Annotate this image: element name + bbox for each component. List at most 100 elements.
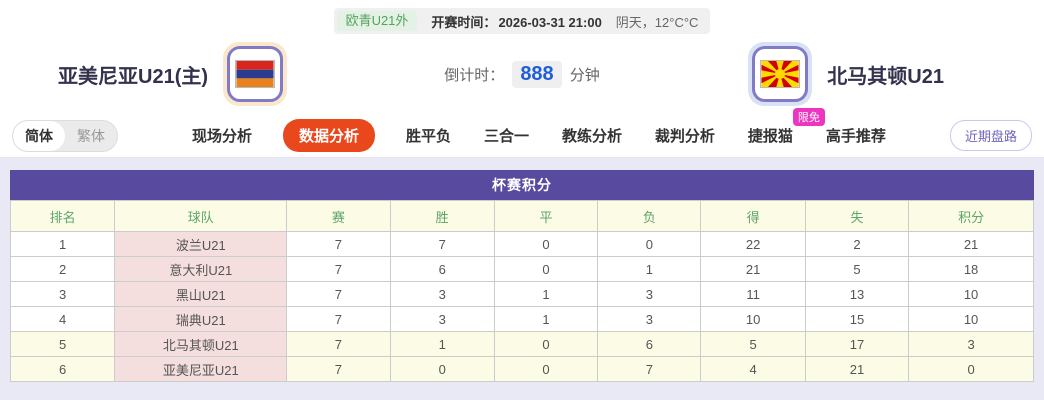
tab-expert-picks[interactable]: 高手推荐 <box>825 128 886 145</box>
standings-table: 排名 球队 赛 胜 平 负 得 失 积分 1 波兰U21 7 7 0 <box>9 200 1034 382</box>
language-toggle: 简体 繁体 <box>12 119 118 152</box>
played-cell: 7 <box>286 231 391 257</box>
goals-for-cell: 11 <box>700 281 806 307</box>
loss-cell: 0 <box>597 231 702 257</box>
tab-jiebaomao[interactable]: 捷报猫 限免 <box>746 108 825 152</box>
draw-cell: 1 <box>493 281 599 307</box>
col-rank: 排名 <box>9 200 116 232</box>
col-goals-for: 得 <box>700 200 806 232</box>
armenia-flag-icon <box>227 46 284 102</box>
rank-cell: 6 <box>9 356 116 382</box>
points-cell: 21 <box>908 231 1034 257</box>
draw-cell: 0 <box>493 356 599 382</box>
tab-coach-analysis[interactable]: 教练分析 <box>561 128 622 145</box>
goals-for-cell: 21 <box>700 256 806 282</box>
win-cell: 1 <box>389 331 495 357</box>
rank-cell: 3 <box>9 281 116 307</box>
table-row: 4 瑞典U21 7 3 1 3 10 15 10 <box>9 306 1034 332</box>
tab-win-draw-loss[interactable]: 胜平负 <box>405 128 451 145</box>
countdown-value: 888 <box>512 60 562 88</box>
loss-cell: 3 <box>597 306 702 332</box>
tab-referee-analysis[interactable]: 裁判分析 <box>654 128 715 145</box>
home-team: 亚美尼亚U21(主) <box>0 42 444 106</box>
draw-cell: 0 <box>493 231 599 257</box>
goals-against-cell: 2 <box>804 231 910 257</box>
free-badge: 限免 <box>792 108 825 126</box>
kickoff-time: 开赛时间： 2026-03-31 21:00 <box>431 12 601 31</box>
goals-for-cell: 22 <box>700 231 806 257</box>
loss-cell: 1 <box>597 256 702 282</box>
table-row: 3 黑山U21 7 3 1 3 11 13 10 <box>9 281 1034 307</box>
col-loss: 负 <box>597 200 702 232</box>
played-cell: 7 <box>286 306 391 332</box>
played-cell: 7 <box>286 256 391 282</box>
tab-three-in-one[interactable]: 三合一 <box>483 128 529 145</box>
loss-cell: 3 <box>597 281 702 307</box>
col-goals-against: 失 <box>804 200 910 232</box>
team-cell: 黑山U21 <box>114 281 288 307</box>
away-flag-ring <box>748 42 813 106</box>
draw-cell: 0 <box>493 256 599 282</box>
goals-for-cell: 4 <box>700 356 806 382</box>
rank-cell: 4 <box>9 306 116 332</box>
goals-against-cell: 21 <box>804 356 910 382</box>
goals-against-cell: 5 <box>804 256 910 282</box>
col-team: 球队 <box>114 200 288 232</box>
tab-bar: 简体 繁体 现场分析 数据分析 胜平负 三合一 教练分析 裁判分析 捷报猫 限免 … <box>0 108 1044 158</box>
recent-trend-button[interactable]: 近期盘路 <box>949 120 1032 151</box>
loss-cell: 7 <box>597 356 702 382</box>
standings-title: 杯赛积分 <box>10 170 1034 200</box>
match-info-strip: 欧青U21外 开赛时间： 2026-03-31 21:00 阴天，12°C°C <box>333 8 711 34</box>
goals-against-cell: 17 <box>804 331 910 357</box>
tab-jiebaomao-label: 捷报猫 <box>747 128 793 145</box>
home-flag-ring <box>223 42 288 106</box>
goals-against-cell: 15 <box>804 306 910 332</box>
match-info-strip-wrap: 欧青U21外 开赛时间： 2026-03-31 21:00 阴天，12°C°C <box>0 0 1044 34</box>
goals-for-cell: 5 <box>700 331 806 357</box>
standings-section: 杯赛积分 排名 球队 赛 胜 平 负 得 失 积分 <box>0 158 1044 400</box>
points-cell: 3 <box>908 331 1034 357</box>
rank-cell: 5 <box>9 331 116 357</box>
team-cell: 意大利U21 <box>114 256 288 282</box>
team-cell: 亚美尼亚U21 <box>114 356 288 382</box>
team-cell: 北马其顿U21 <box>114 331 288 357</box>
away-team-name: 北马其顿U21 <box>827 65 944 88</box>
countdown-label: 倒计时： <box>444 66 505 84</box>
table-row-highlighted: 5 北马其顿U21 7 1 0 6 5 17 3 <box>9 331 1034 357</box>
tab-data-analysis[interactable]: 数据分析 <box>282 119 375 152</box>
loss-cell: 6 <box>597 331 702 357</box>
lang-traditional[interactable]: 繁体 <box>77 127 105 144</box>
tab-live-analysis[interactable]: 现场分析 <box>192 128 253 145</box>
goals-for-cell: 10 <box>700 306 806 332</box>
win-cell: 7 <box>389 231 495 257</box>
points-cell: 0 <box>908 356 1034 382</box>
draw-cell: 1 <box>493 306 599 332</box>
played-cell: 7 <box>286 356 391 382</box>
countdown-unit: 分钟 <box>569 66 600 84</box>
win-cell: 0 <box>389 356 495 382</box>
win-cell: 3 <box>389 306 495 332</box>
countdown: 倒计时： 888 分钟 <box>444 60 600 88</box>
draw-cell: 0 <box>493 331 599 357</box>
goals-against-cell: 13 <box>804 281 910 307</box>
table-row-highlighted: 6 亚美尼亚U21 7 0 0 7 4 21 0 <box>9 356 1034 382</box>
kickoff-value: 2026-03-31 21:00 <box>498 14 602 30</box>
table-row: 1 波兰U21 7 7 0 0 22 2 21 <box>9 231 1034 257</box>
weather-text: 阴天，12°C°C <box>615 14 699 30</box>
lang-simplified[interactable]: 简体 <box>13 120 65 151</box>
win-cell: 3 <box>389 281 495 307</box>
points-cell: 10 <box>908 281 1034 307</box>
away-team: 北马其顿U21 <box>600 42 1044 106</box>
win-cell: 6 <box>389 256 495 282</box>
col-points: 积分 <box>908 200 1034 232</box>
team-cell: 波兰U21 <box>114 231 288 257</box>
col-played: 赛 <box>286 200 391 232</box>
table-row: 2 意大利U21 7 6 0 1 21 5 18 <box>9 256 1034 282</box>
north-macedonia-flag-icon <box>752 46 809 102</box>
home-team-name: 亚美尼亚U21(主) <box>58 65 209 88</box>
points-cell: 10 <box>908 306 1034 332</box>
league-badge: 欧青U21外 <box>336 11 418 31</box>
team-cell: 瑞典U21 <box>114 306 288 332</box>
rank-cell: 1 <box>9 231 116 257</box>
